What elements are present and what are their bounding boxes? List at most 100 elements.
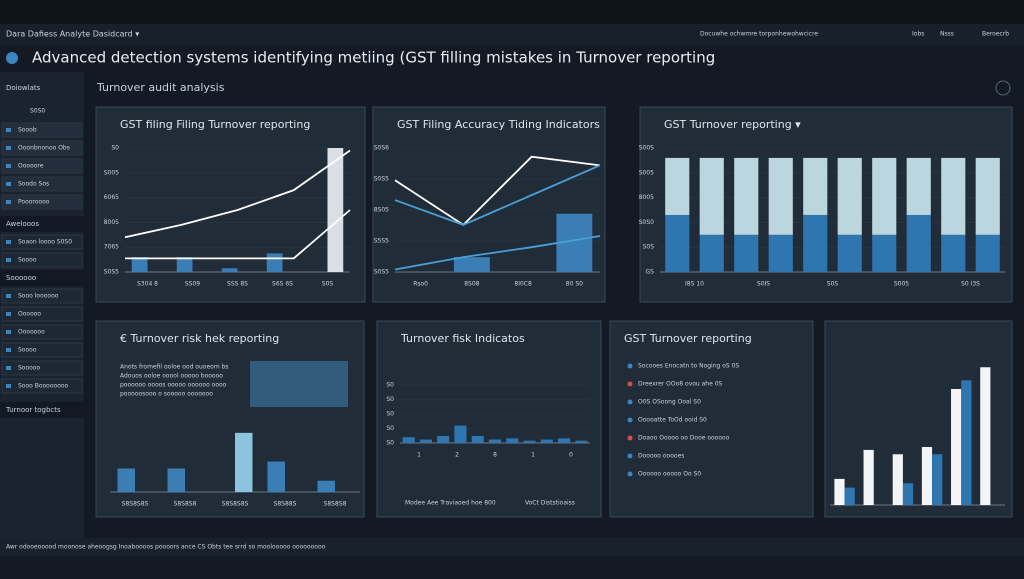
y-label: S0S5 <box>374 269 389 276</box>
bar <box>803 214 828 272</box>
panel-title: Turnover fisk Indicatos <box>400 332 525 345</box>
list-item[interactable]: Doaoo Ooooo oo Dooe oooooo <box>638 435 730 442</box>
x-label: SSS 8S <box>227 281 248 288</box>
sidebar-item[interactable] <box>1 360 83 376</box>
sidebar-item[interactable] <box>1 158 83 174</box>
list-item[interactable]: Oooooo ooooo Oo S0 <box>638 471 701 478</box>
y-label: S005 <box>639 169 654 176</box>
item-icon <box>6 330 11 334</box>
sidebar-item[interactable] <box>1 234 83 250</box>
note-text: Adouos ooloe ooool ooooo booooo <box>120 373 223 380</box>
x-label: S8S8S8S <box>222 501 249 508</box>
sidebar-item[interactable] <box>1 342 83 358</box>
y-label: S0 <box>386 411 394 418</box>
x-label: 2 <box>455 452 459 459</box>
footer-bar <box>0 538 1024 556</box>
list-item[interactable]: Dreexrer OOo8 ovou ahe 0S <box>638 381 723 388</box>
sidebar-item[interactable] <box>1 324 83 340</box>
sidebar-item[interactable] <box>1 122 83 138</box>
list-item[interactable]: Dooooo ooooes <box>638 453 684 460</box>
item-icon <box>6 294 11 298</box>
bar <box>453 257 490 272</box>
bar <box>117 468 135 492</box>
bar <box>558 438 571 443</box>
page-title: Advanced detection systems identifying m… <box>32 49 715 67</box>
panel-title: GST filing Filing Turnover reporting <box>120 118 310 131</box>
x-label: S0S <box>322 281 334 288</box>
x-label: SS09 <box>185 281 200 288</box>
x-label: S8S88S <box>274 501 297 508</box>
settings-button[interactable] <box>995 80 1011 96</box>
item-icon <box>6 146 11 150</box>
sidebar-heading: Awelooos <box>6 220 39 228</box>
section-title: Turnover audit analysis <box>96 81 225 94</box>
item-icon <box>6 182 11 186</box>
sidebar-item[interactable] <box>1 252 83 268</box>
bar <box>906 157 931 215</box>
y-label: GS <box>646 269 655 276</box>
app-title: Dara Dafiess Analyte Dasidcard ▾ <box>6 30 139 39</box>
info-box <box>250 361 348 407</box>
panel-footer: Modee Aee Traviaoed hoe 800 <box>405 500 496 507</box>
top-tab[interactable]: Docuwhe ochwmre torponhewohwcicre <box>700 31 818 38</box>
x-label: S0IS <box>757 281 770 288</box>
y-label: 8005 <box>104 219 119 226</box>
bar <box>951 389 962 505</box>
sidebar-heading: Turnoor togbcts <box>5 406 61 414</box>
panel <box>95 106 366 303</box>
note-text: pooooosooo o sooooo ooooooo <box>120 391 213 398</box>
sidebar-item[interactable] <box>1 378 83 394</box>
y-label: S5S5 <box>374 238 389 245</box>
bar <box>872 157 897 235</box>
sidebar-item[interactable] <box>1 194 83 210</box>
bar <box>892 454 903 505</box>
item-icon <box>6 128 11 132</box>
y-label: S005 <box>104 169 119 176</box>
y-label: S0 <box>386 425 394 432</box>
item-icon <box>6 384 11 388</box>
y-label: 7065 <box>104 244 119 251</box>
x-label: I8S 10 <box>685 281 704 288</box>
bar <box>902 483 914 505</box>
bar <box>575 440 588 443</box>
list-item[interactable]: Socooes Enocatn to Noging oS 0S <box>638 363 739 370</box>
sidebar-label: Ooooooo <box>18 329 45 336</box>
x-label: S6S 6S <box>272 281 293 288</box>
line-series <box>394 235 601 271</box>
bar <box>419 439 432 443</box>
top-tab[interactable]: Beroecrb <box>982 31 1009 38</box>
bar <box>863 449 874 505</box>
sidebar-section <box>0 216 84 232</box>
bar <box>540 439 553 443</box>
item-icon <box>6 258 11 262</box>
bar <box>906 214 931 272</box>
x-label: S8S8S8 <box>324 501 347 508</box>
top-bar <box>0 24 1024 45</box>
sidebar-item[interactable] <box>1 176 83 192</box>
y-label: 8S05 <box>374 207 389 214</box>
sidebar-item[interactable] <box>1 288 83 304</box>
panel-title: GST Turnover reporting <box>624 332 752 345</box>
sidebar-item[interactable] <box>1 140 83 156</box>
sidebar-title: Doiowlats <box>6 84 41 92</box>
footer-text: Awr odooeooood moonose aheoogsg Inoabooo… <box>6 544 326 551</box>
bar <box>980 367 991 505</box>
sidebar-item[interactable] <box>1 306 83 322</box>
sidebar-label: Sooooo <box>18 365 40 372</box>
x-label: S0S <box>827 281 839 288</box>
bar <box>665 214 690 272</box>
list-item[interactable]: O0S OSoong Ooal S0 <box>638 399 701 406</box>
item-icon <box>6 348 11 352</box>
list-item[interactable]: Ooooatte ToOd ooid S0 <box>638 417 707 424</box>
x-label: S8S8S8S <box>122 501 149 508</box>
panel-title: GST Filing Accuracy Tiding Indicators <box>397 118 600 131</box>
list-bullet <box>627 435 633 441</box>
bar <box>961 380 972 505</box>
note-text: poooooo oooos ooooo oooooo oooo <box>120 382 227 389</box>
sidebar-label: Poooroooo <box>18 199 50 206</box>
y-label: S00S <box>639 145 654 152</box>
top-tab[interactable]: Nsss <box>940 31 954 38</box>
top-tab[interactable]: Iobs <box>912 31 924 38</box>
bar <box>665 157 690 215</box>
panel <box>609 320 814 518</box>
